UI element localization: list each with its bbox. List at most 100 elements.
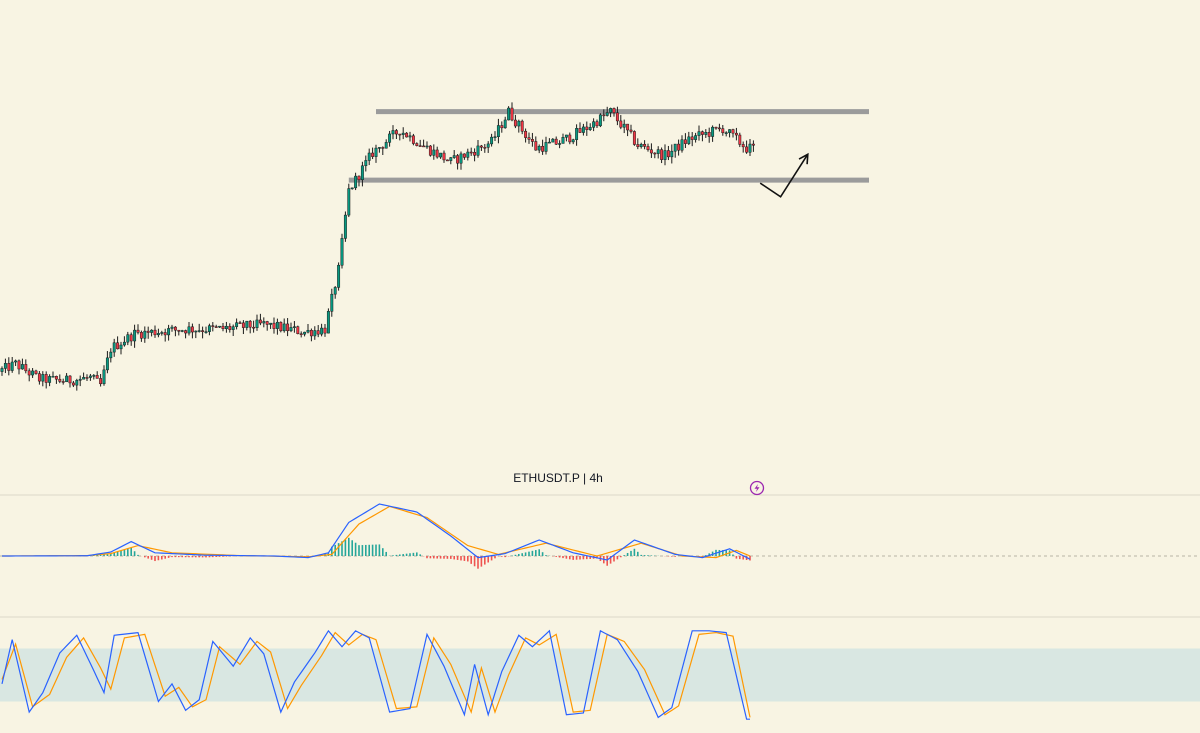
projection-path <box>759 153 809 198</box>
candle-body <box>272 322 276 329</box>
candle-body <box>218 325 222 328</box>
candle-body <box>598 114 602 127</box>
candle-body <box>585 126 589 130</box>
lightning-alert-icon[interactable] <box>749 480 765 496</box>
candle-body <box>649 149 653 154</box>
candle-body <box>7 363 11 371</box>
candle-body <box>190 326 194 333</box>
candle-body <box>483 146 487 149</box>
candle-body <box>646 146 650 151</box>
candle-body <box>388 133 392 143</box>
candle-body <box>381 147 385 149</box>
candle-body <box>428 145 432 156</box>
candle-body <box>194 330 198 333</box>
candle-body <box>745 146 749 153</box>
candle-body <box>578 128 582 133</box>
candle-body <box>24 364 28 372</box>
candle-body <box>456 155 460 164</box>
candle-body <box>197 330 201 332</box>
candle-body <box>741 144 745 148</box>
candle-body <box>496 125 500 137</box>
candle-body <box>65 375 69 383</box>
candle-body <box>619 120 623 128</box>
alert-icon-bolt[interactable] <box>754 484 760 492</box>
price-pane[interactable] <box>0 102 869 391</box>
candle-body <box>364 160 368 167</box>
candle-body <box>303 331 307 335</box>
candle-body <box>493 136 497 138</box>
candle-body <box>262 321 266 324</box>
candle-body <box>133 329 137 342</box>
candle-body <box>513 119 517 127</box>
candle-body <box>394 130 398 135</box>
candle-body <box>245 320 249 328</box>
candle-body <box>704 132 708 135</box>
candle-body <box>629 129 633 132</box>
candle-body <box>367 152 371 161</box>
alert-icon-ring[interactable] <box>749 480 765 496</box>
candle-body <box>61 381 65 383</box>
candle-body <box>418 145 422 147</box>
candle-body <box>500 125 504 129</box>
candle-body <box>605 112 609 116</box>
candle-body <box>663 150 667 160</box>
candle-body <box>201 330 205 332</box>
candle-body <box>112 342 116 353</box>
candle-body <box>734 132 738 136</box>
candle-body <box>129 334 133 342</box>
candle-body <box>680 139 684 151</box>
candle-body <box>581 126 585 133</box>
candle-body <box>527 137 531 140</box>
candle-body <box>85 377 89 379</box>
candle-body <box>282 323 286 332</box>
candle-body <box>238 322 242 324</box>
candle-body <box>27 370 31 376</box>
candle-body <box>228 325 232 330</box>
candle-body <box>612 108 616 114</box>
candle-body <box>116 342 120 350</box>
stoch-d-line <box>1 631 751 718</box>
candle-body <box>167 328 171 336</box>
candle-body <box>588 127 592 130</box>
stoch-band <box>0 648 1200 702</box>
candle-body <box>214 326 218 328</box>
candle-body <box>173 326 177 331</box>
candle-body <box>459 153 463 164</box>
candle-body <box>660 149 664 160</box>
candle-body <box>537 145 541 151</box>
candle-body <box>177 329 181 332</box>
candle-body <box>462 153 466 158</box>
stoch-rsi-pane[interactable] <box>0 629 1200 720</box>
candle-body <box>340 238 344 266</box>
candle-body <box>241 322 245 328</box>
candle-body <box>622 123 626 128</box>
candle-body <box>738 134 742 145</box>
candle-body <box>31 370 35 376</box>
candle-body <box>571 139 575 143</box>
candle-body <box>333 287 337 295</box>
candle-body <box>68 375 72 384</box>
candle-body <box>558 143 562 145</box>
candle-body <box>405 132 409 138</box>
candle-body <box>534 141 538 151</box>
candle-body <box>517 120 521 127</box>
candle-body <box>653 152 657 155</box>
candle-body <box>221 325 225 330</box>
candle-body <box>92 375 96 377</box>
candle-body <box>252 326 256 329</box>
candle-body <box>323 327 327 334</box>
candle-body <box>561 137 565 144</box>
candle-body <box>595 121 599 127</box>
candle-body <box>105 357 109 371</box>
candle-body <box>615 112 619 122</box>
candle-body <box>146 330 150 333</box>
candle-body <box>248 320 252 328</box>
candle-body <box>479 145 483 148</box>
candle-body <box>275 321 279 329</box>
candle-body <box>306 329 310 333</box>
candle-body <box>14 360 18 363</box>
candle-body <box>119 344 123 350</box>
macd-pane[interactable] <box>0 503 1200 569</box>
